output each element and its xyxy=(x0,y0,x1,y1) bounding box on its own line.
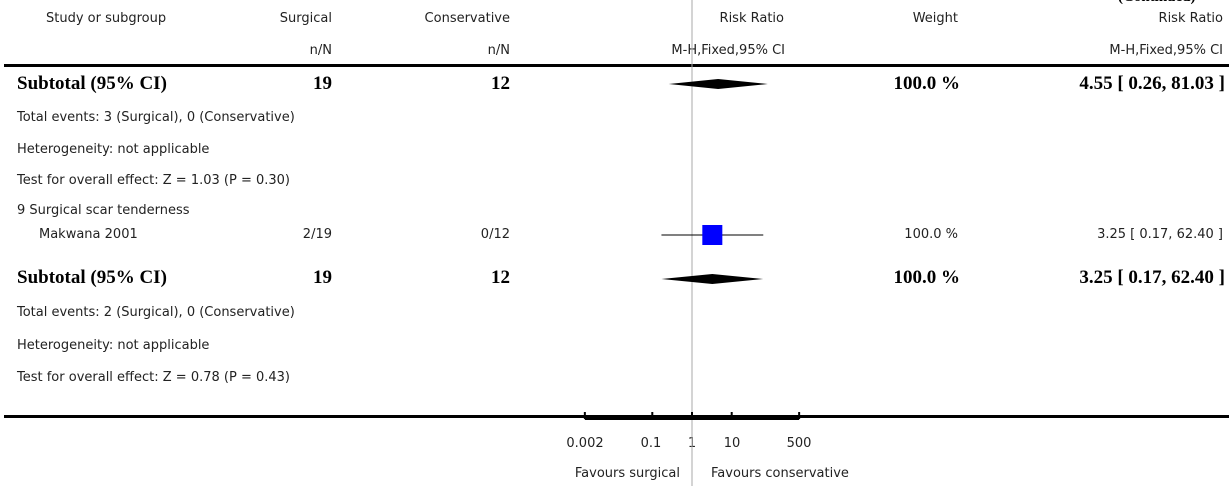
overall-effect: Test for overall effect: Z = 0.78 (P = 0… xyxy=(17,370,290,385)
subtotal-ci: 4.55 [ 0.26, 81.03 ] xyxy=(1079,73,1225,94)
subtotal-surgical: 19 xyxy=(313,267,332,288)
study-weight: 100.0 % xyxy=(904,227,958,242)
header-risk-ratio: Risk Ratio xyxy=(719,11,784,26)
subtotal-ci: 3.25 [ 0.17, 62.40 ] xyxy=(1079,267,1225,288)
header-rule xyxy=(4,64,1229,67)
subtotal-conservative: 12 xyxy=(491,267,510,288)
favours-conservative: Favours conservative xyxy=(711,466,849,481)
subtotal-label: Subtotal (95% CI) xyxy=(17,267,167,288)
subtotal-label: Subtotal (95% CI) xyxy=(17,73,167,94)
header-study: Study or subgroup xyxy=(46,11,167,26)
study-conservative: 0/12 xyxy=(480,227,510,242)
study-ci: 3.25 [ 0.17, 62.40 ] xyxy=(1097,227,1223,242)
subheader-risk-ratio-2: M-H,Fixed,95% CI xyxy=(1109,43,1223,58)
overall-effect: Test for overall effect: Z = 1.03 (P = 0… xyxy=(17,173,290,188)
study-point xyxy=(702,225,723,245)
subtotal-weight: 100.0 % xyxy=(893,267,961,288)
total-events: Total events: 2 (Surgical), 0 (Conservat… xyxy=(17,305,295,320)
header-risk-ratio-2: Risk Ratio xyxy=(1158,11,1223,26)
bottom-rule xyxy=(4,415,1229,418)
continued-fragment: (Continued) xyxy=(1118,0,1196,8)
heterogeneity: Heterogeneity: not applicable xyxy=(17,142,210,157)
subtotal-surgical: 19 xyxy=(313,73,332,94)
header-surgical: Surgical xyxy=(279,11,332,26)
subtotal-diamond xyxy=(668,79,768,89)
header-weight: Weight xyxy=(912,11,958,26)
group-title: 9 Surgical scar tenderness xyxy=(17,203,190,218)
subheader-risk-ratio: M-H,Fixed,95% CI xyxy=(671,43,785,58)
tick-label: 0.002 xyxy=(566,436,604,451)
subtotal-diamond xyxy=(661,274,764,284)
favours-surgical: Favours surgical xyxy=(574,466,680,481)
subheader-conservative: n/N xyxy=(487,43,510,58)
subheader-surgical: n/N xyxy=(309,43,332,58)
header-conservative: Conservative xyxy=(424,11,510,26)
study-surgical: 2/19 xyxy=(302,227,332,242)
subtotal-weight: 100.0 % xyxy=(893,73,961,94)
tick-label: 500 xyxy=(786,436,812,451)
tick-label: 10 xyxy=(723,436,741,451)
heterogeneity: Heterogeneity: not applicable xyxy=(17,338,210,353)
tick-label: 0.1 xyxy=(640,436,662,451)
total-events: Total events: 3 (Surgical), 0 (Conservat… xyxy=(17,110,295,125)
study-name: Makwana 2001 xyxy=(39,227,138,242)
subtotal-conservative: 12 xyxy=(491,73,510,94)
